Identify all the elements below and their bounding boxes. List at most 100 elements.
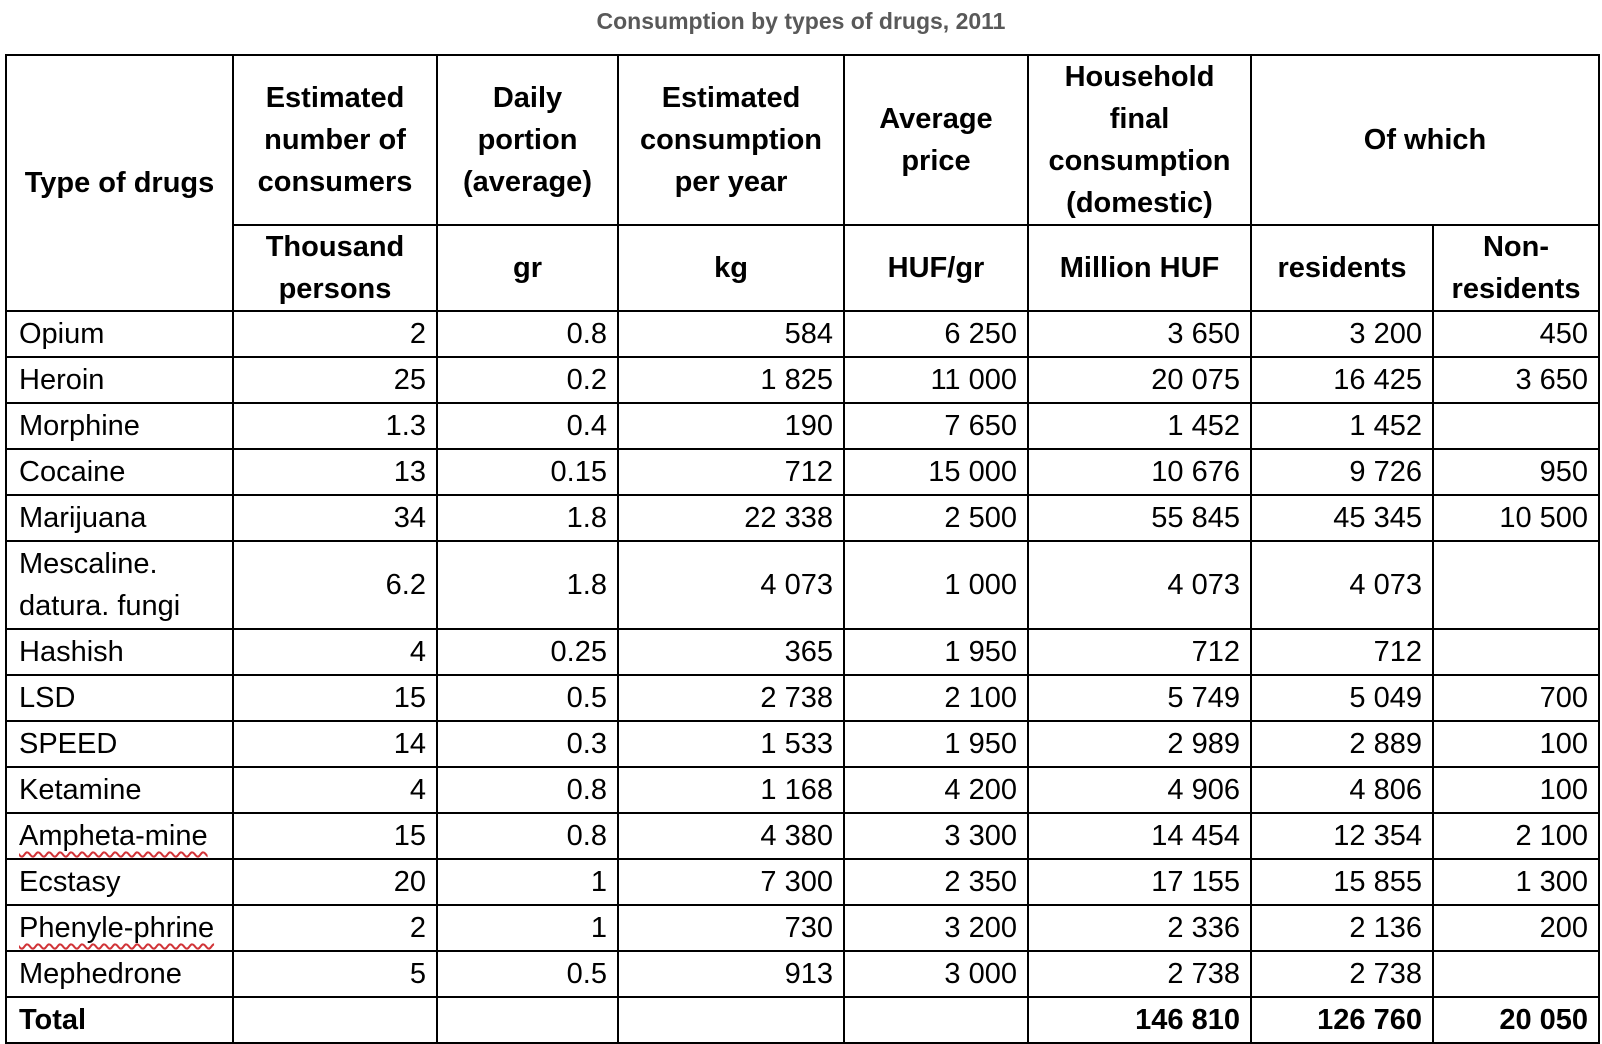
consumers-value: 13 [232, 448, 438, 496]
household-consumption-value: 2 989 [1027, 720, 1252, 768]
household-consumption-value: 55 845 [1027, 494, 1252, 542]
table-row: Hashish 4 0.25 365 1 950 712 712 [5, 628, 1601, 676]
daily-portion-value: 0.4 [436, 402, 619, 450]
header-consumption-per-year: Estimated consumption per year [617, 54, 845, 226]
daily-portion-value: 1.8 [436, 540, 619, 630]
table-row: Ecstasy 20 1 7 300 2 350 17 155 15 855 1 300 [5, 858, 1601, 906]
residents-value: 3 200 [1250, 310, 1434, 358]
non-residents-value [1431, 950, 1601, 998]
non-residents-value: 1 300 [1431, 858, 1601, 906]
household-consumption-value: 712 [1027, 628, 1252, 676]
non-residents-value: 700 [1431, 674, 1601, 722]
drug-name: LSD [5, 674, 234, 722]
unit-huf-per-gr: HUF/gr [843, 224, 1029, 312]
document-title: Consumption by types of drugs, 2011 [596, 8, 1006, 34]
consumers-value: 5 [232, 950, 438, 998]
household-consumption-value: 2 336 [1027, 904, 1252, 952]
total-household-value: 146 810 [1027, 996, 1252, 1044]
household-consumption-value: 5 749 [1027, 674, 1252, 722]
consumption-kg-value: 7 300 [617, 858, 845, 906]
unit-million-huf: Million HUF [1027, 224, 1252, 312]
drug-name: Marijuana [5, 494, 234, 542]
drug-name: Opium [5, 310, 234, 358]
consumption-kg-value: 913 [617, 950, 845, 998]
header-of-which: Of which [1249, 54, 1601, 226]
consumption-kg-value: 365 [617, 628, 845, 676]
header-estimated-consumers: Estimated number of consumers [232, 54, 438, 226]
consumption-kg-value: 4 073 [617, 540, 845, 630]
consumption-kg-value: 190 [617, 402, 845, 450]
consumers-value: 2 [232, 904, 438, 952]
total-residents-value: 126 760 [1250, 996, 1434, 1044]
consumers-value: 15 [232, 812, 438, 860]
daily-portion-value: 0.2 [436, 356, 619, 404]
consumers-value: 25 [232, 356, 438, 404]
table-row: Mephedrone 5 0.5 913 3 000 2 738 2 738 [5, 950, 1601, 998]
daily-portion-value: 0.5 [436, 674, 619, 722]
average-price-value: 3 000 [843, 950, 1029, 998]
non-residents-value [1431, 402, 1601, 450]
consumption-kg-value: 1 168 [617, 766, 845, 814]
household-consumption-value: 17 155 [1027, 858, 1252, 906]
total-label: Total [5, 996, 234, 1044]
daily-portion-value: 1.8 [436, 494, 619, 542]
daily-portion-value: 0.8 [436, 310, 619, 358]
consumers-value: 1.3 [232, 402, 438, 450]
residents-value: 4 806 [1250, 766, 1434, 814]
consumers-value: 4 [232, 766, 438, 814]
consumers-value: 4 [232, 628, 438, 676]
drug-name: Ecstasy [5, 858, 234, 906]
consumption-kg-value: 2 738 [617, 674, 845, 722]
drug-name: Ketamine [5, 766, 234, 814]
average-price-value: 3 300 [843, 812, 1029, 860]
drug-name: Mephedrone [5, 950, 234, 998]
header-household-consumption: Household final consumption (domestic) [1027, 54, 1252, 226]
consumers-value: 6.2 [232, 540, 438, 630]
total-average-price-value [843, 996, 1029, 1044]
table-row: Marijuana 34 1.8 22 338 2 500 55 845 45 345 10 … [5, 494, 1601, 542]
non-residents-value: 3 650 [1431, 356, 1601, 404]
header-average-price: Average price [843, 54, 1029, 226]
average-price-value: 1 950 [843, 628, 1029, 676]
daily-portion-value: 0.25 [436, 628, 619, 676]
table-row: Cocaine 13 0.15 712 15 000 10 676 9 726 950 [5, 448, 1601, 496]
consumption-kg-value: 584 [617, 310, 845, 358]
total-consumption-kg-value [617, 996, 845, 1044]
table-row: Morphine 1.3 0.4 190 7 650 1 452 1 452 [5, 402, 1601, 450]
residents-value: 5 049 [1250, 674, 1434, 722]
unit-kg: kg [617, 224, 845, 312]
residents-value: 16 425 [1250, 356, 1434, 404]
non-residents-value: 100 [1431, 766, 1601, 814]
non-residents-value: 10 500 [1431, 494, 1601, 542]
drug-name: SPEED [5, 720, 234, 768]
average-price-value: 2 350 [843, 858, 1029, 906]
residents-value: 15 855 [1250, 858, 1434, 906]
consumption-kg-value: 1 825 [617, 356, 845, 404]
household-consumption-value: 14 454 [1027, 812, 1252, 860]
average-price-value: 1 000 [843, 540, 1029, 630]
total-daily-portion-value [436, 996, 619, 1044]
residents-value: 1 452 [1250, 402, 1434, 450]
residents-value: 2 889 [1250, 720, 1434, 768]
daily-portion-value: 0.3 [436, 720, 619, 768]
header-row-groups: Type of drugs Estimated number of consum… [5, 54, 1601, 312]
drug-name: Ampheta-mine [5, 812, 234, 860]
drugs-consumption-table: Type of drugs Estimated number of consum… [5, 54, 1601, 1044]
table-row: Ampheta-mine 15 0.8 4 380 3 300 14 454 12 354 2… [5, 812, 1601, 860]
consumption-kg-value: 22 338 [617, 494, 845, 542]
unit-gr: gr [436, 224, 619, 312]
daily-portion-value: 1 [436, 858, 619, 906]
unit-residents: residents [1250, 224, 1434, 312]
household-consumption-value: 2 738 [1027, 950, 1252, 998]
total-row: Total 146 810 126 760 20 050 [5, 996, 1601, 1044]
residents-value: 9 726 [1250, 448, 1434, 496]
residents-value: 2 738 [1250, 950, 1434, 998]
household-consumption-value: 4 906 [1027, 766, 1252, 814]
residents-value: 2 136 [1250, 904, 1434, 952]
drug-name: Morphine [5, 402, 234, 450]
consumption-kg-value: 1 533 [617, 720, 845, 768]
average-price-value: 1 950 [843, 720, 1029, 768]
drug-name: Mescaline. datura. fungi [5, 540, 234, 630]
average-price-value: 11 000 [843, 356, 1029, 404]
non-residents-value: 100 [1431, 720, 1601, 768]
